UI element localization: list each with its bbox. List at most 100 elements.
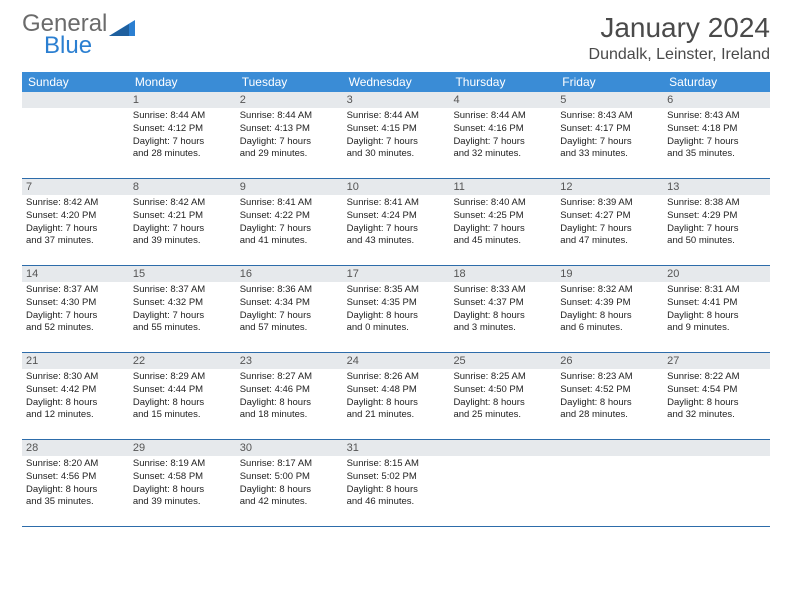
week-row: 1Sunrise: 8:44 AMSunset: 4:12 PMDaylight… <box>22 92 770 179</box>
day-cell: 15 Sunrise: 8:37 AMSunset: 4:32 PMDayligh… <box>129 266 236 352</box>
day-info: Sunrise: 8:20 AMSunset: 4:56 PMDaylight:… <box>26 458 125 509</box>
weekday-header: Tuesday <box>236 72 343 92</box>
daylight-line: Daylight: 8 hours <box>133 484 232 497</box>
title-block: January 2024 Dundalk, Leinster, Ireland <box>589 12 770 64</box>
daylight-line: Daylight: 7 hours <box>133 223 232 236</box>
weekday-header: Wednesday <box>343 72 450 92</box>
daylight-line: Daylight: 7 hours <box>347 223 446 236</box>
day-number: 29 <box>129 440 236 456</box>
day-info: Sunrise: 8:44 AMSunset: 4:13 PMDaylight:… <box>240 110 339 161</box>
day-info: Sunrise: 8:42 AMSunset: 4:21 PMDaylight:… <box>133 197 232 248</box>
daylight-line: Daylight: 8 hours <box>347 397 446 410</box>
day-info: Sunrise: 8:37 AMSunset: 4:32 PMDaylight:… <box>133 284 232 335</box>
day-info: Sunrise: 8:40 AMSunset: 4:25 PMDaylight:… <box>453 197 552 248</box>
daylight-line: Daylight: 8 hours <box>667 310 766 323</box>
day-cell: 18 Sunrise: 8:33 AMSunset: 4:37 PMDayligh… <box>449 266 556 352</box>
sunrise-line: Sunrise: 8:32 AM <box>560 284 659 297</box>
daylight-line: Daylight: 7 hours <box>133 310 232 323</box>
day-number: 28 <box>22 440 129 456</box>
sunrise-line: Sunrise: 8:37 AM <box>26 284 125 297</box>
page-header: General Blue January 2024 Dundalk, Leins… <box>22 12 770 64</box>
daylight-line: and 42 minutes. <box>240 496 339 509</box>
day-info: Sunrise: 8:41 AMSunset: 4:24 PMDaylight:… <box>347 197 446 248</box>
daylight-line: and 57 minutes. <box>240 322 339 335</box>
daylight-line: and 50 minutes. <box>667 235 766 248</box>
daylight-line: Daylight: 7 hours <box>240 223 339 236</box>
daylight-line: and 15 minutes. <box>133 409 232 422</box>
daylight-line: Daylight: 8 hours <box>133 397 232 410</box>
sunset-line: Sunset: 4:12 PM <box>133 123 232 136</box>
weekday-header: Saturday <box>663 72 770 92</box>
daylight-line: Daylight: 8 hours <box>240 484 339 497</box>
daylight-line: and 3 minutes. <box>453 322 552 335</box>
day-info: Sunrise: 8:44 AMSunset: 4:16 PMDaylight:… <box>453 110 552 161</box>
day-cell: 28 Sunrise: 8:20 AMSunset: 4:56 PMDayligh… <box>22 440 129 526</box>
sunrise-line: Sunrise: 8:29 AM <box>133 371 232 384</box>
sunrise-line: Sunrise: 8:26 AM <box>347 371 446 384</box>
day-info: Sunrise: 8:38 AMSunset: 4:29 PMDaylight:… <box>667 197 766 248</box>
day-number: 23 <box>236 353 343 369</box>
day-cell: 5Sunrise: 8:43 AMSunset: 4:17 PMDaylight… <box>556 92 663 178</box>
daylight-line: Daylight: 7 hours <box>240 136 339 149</box>
day-cell: 22Sunrise: 8:29 AMSunset: 4:44 PMDayligh… <box>129 353 236 439</box>
day-info: Sunrise: 8:44 AMSunset: 4:15 PMDaylight:… <box>347 110 446 161</box>
day-number <box>556 440 663 456</box>
sunrise-line: Sunrise: 8:20 AM <box>26 458 125 471</box>
daylight-line: and 47 minutes. <box>560 235 659 248</box>
week-row: 21Sunrise: 8:30 AMSunset: 4:42 PMDayligh… <box>22 353 770 440</box>
sunset-line: Sunset: 4:15 PM <box>347 123 446 136</box>
sunset-line: Sunset: 5:00 PM <box>240 471 339 484</box>
brand-logo: General Blue <box>22 12 135 58</box>
sunrise-line: Sunrise: 8:42 AM <box>133 197 232 210</box>
day-number: 5 <box>556 92 663 108</box>
sunset-line: Sunset: 4:27 PM <box>560 210 659 223</box>
day-info: Sunrise: 8:27 AMSunset: 4:46 PMDaylight:… <box>240 371 339 422</box>
sunset-line: Sunset: 4:39 PM <box>560 297 659 310</box>
daylight-line: Daylight: 8 hours <box>667 397 766 410</box>
day-number: 2 <box>236 92 343 108</box>
day-number: 21 <box>22 353 129 369</box>
day-number: 22 <box>129 353 236 369</box>
day-number: 15 <box>129 266 236 282</box>
weekday-header-row: Sunday Monday Tuesday Wednesday Thursday… <box>22 72 770 92</box>
daylight-line: and 32 minutes. <box>667 409 766 422</box>
daylight-line: Daylight: 7 hours <box>453 136 552 149</box>
sunrise-line: Sunrise: 8:23 AM <box>560 371 659 384</box>
day-cell <box>556 440 663 526</box>
sunrise-line: Sunrise: 8:44 AM <box>453 110 552 123</box>
sunrise-line: Sunrise: 8:44 AM <box>240 110 339 123</box>
day-info: Sunrise: 8:33 AMSunset: 4:37 PMDaylight:… <box>453 284 552 335</box>
sunset-line: Sunset: 4:48 PM <box>347 384 446 397</box>
day-number: 3 <box>343 92 450 108</box>
day-number: 26 <box>556 353 663 369</box>
day-info: Sunrise: 8:26 AMSunset: 4:48 PMDaylight:… <box>347 371 446 422</box>
sunset-line: Sunset: 4:22 PM <box>240 210 339 223</box>
daylight-line: Daylight: 8 hours <box>560 397 659 410</box>
daylight-line: Daylight: 7 hours <box>667 223 766 236</box>
day-info: Sunrise: 8:37 AMSunset: 4:30 PMDaylight:… <box>26 284 125 335</box>
sunrise-line: Sunrise: 8:42 AM <box>26 197 125 210</box>
daylight-line: and 41 minutes. <box>240 235 339 248</box>
day-number: 18 <box>449 266 556 282</box>
daylight-line: and 28 minutes. <box>133 148 232 161</box>
daylight-line: and 39 minutes. <box>133 496 232 509</box>
daylight-line: and 35 minutes. <box>26 496 125 509</box>
sunrise-line: Sunrise: 8:17 AM <box>240 458 339 471</box>
day-cell <box>663 440 770 526</box>
day-cell: 29Sunrise: 8:19 AMSunset: 4:58 PMDayligh… <box>129 440 236 526</box>
daylight-line: Daylight: 8 hours <box>347 484 446 497</box>
sunrise-line: Sunrise: 8:33 AM <box>453 284 552 297</box>
brand-text: General Blue <box>22 12 107 58</box>
sunrise-line: Sunrise: 8:44 AM <box>133 110 232 123</box>
sunset-line: Sunset: 4:18 PM <box>667 123 766 136</box>
daylight-line: and 12 minutes. <box>26 409 125 422</box>
calendar-grid: Sunday Monday Tuesday Wednesday Thursday… <box>22 72 770 527</box>
day-info: Sunrise: 8:25 AMSunset: 4:50 PMDaylight:… <box>453 371 552 422</box>
day-info: Sunrise: 8:23 AMSunset: 4:52 PMDaylight:… <box>560 371 659 422</box>
day-number: 12 <box>556 179 663 195</box>
day-cell: 2 Sunrise: 8:44 AMSunset: 4:13 PMDaylight… <box>236 92 343 178</box>
daylight-line: and 33 minutes. <box>560 148 659 161</box>
brand-word-2: Blue <box>22 34 107 58</box>
day-info: Sunrise: 8:42 AMSunset: 4:20 PMDaylight:… <box>26 197 125 248</box>
day-info: Sunrise: 8:39 AMSunset: 4:27 PMDaylight:… <box>560 197 659 248</box>
